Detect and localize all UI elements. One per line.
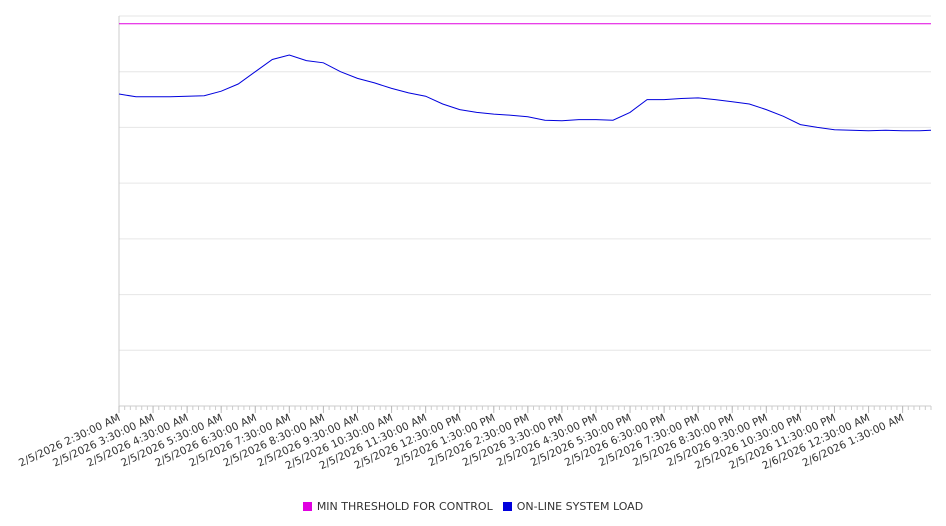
- horizontal-gridlines: [119, 15, 931, 351]
- legend-item-system-load[interactable]: ON-LINE SYSTEM LOAD: [502, 499, 644, 513]
- legend-label-system-load: ON-LINE SYSTEM LOAD: [516, 499, 644, 513]
- chart-legend: MIN THRESHOLD FOR CONTROL ON-LINE SYSTEM…: [0, 498, 946, 514]
- legend-swatch-min-threshold: [302, 501, 312, 511]
- series-line-system-load: [118, 54, 932, 132]
- series-lines: [118, 23, 932, 132]
- chart-axes: [118, 16, 932, 410]
- legend-label-min-threshold: MIN THRESHOLD FOR CONTROL: [316, 499, 493, 513]
- x-axis-tick-labels: 2/5/2026 2:30:00 AM2/5/2026 3:30:00 AM2/…: [17, 406, 906, 472]
- legend-item-min-threshold[interactable]: MIN THRESHOLD FOR CONTROL: [302, 499, 493, 513]
- legend-swatch-system-load: [502, 501, 512, 511]
